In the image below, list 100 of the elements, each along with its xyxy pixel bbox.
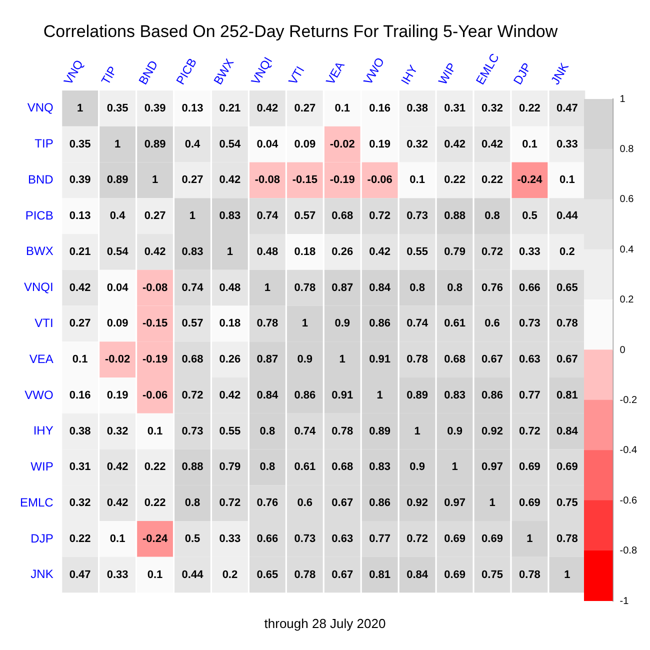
- data-label: 0.33: [219, 533, 241, 546]
- data-label: 0.89: [369, 425, 391, 438]
- data-label: 1: [414, 425, 420, 438]
- data-label: 0.44: [182, 568, 204, 581]
- data-label: 0.83: [369, 461, 391, 474]
- data-label: 0.31: [69, 461, 91, 474]
- data-label: 0.8: [260, 461, 276, 474]
- data-label: 0.39: [144, 102, 166, 114]
- data-label: 0.81: [556, 389, 578, 402]
- data-label: -0.19: [330, 174, 355, 186]
- data-label: 0.19: [106, 389, 128, 402]
- data-label: 0.78: [556, 318, 578, 330]
- data-label: 1: [302, 318, 308, 330]
- data-label: 0.89: [406, 389, 428, 402]
- data-label: -0.19: [142, 354, 168, 366]
- data-label: 0.55: [219, 425, 241, 438]
- data-label: 0.32: [482, 102, 503, 114]
- data-label: 0.27: [144, 210, 166, 222]
- data-label: 0.84: [556, 425, 579, 438]
- data-label: 0.13: [69, 210, 91, 222]
- data-label: 0.6: [297, 497, 313, 510]
- data-label: 0.42: [444, 138, 466, 150]
- x-tick-label: IHY: [398, 62, 420, 88]
- data-label: 0.73: [406, 210, 428, 222]
- y-tick-label: PICB: [25, 208, 54, 222]
- data-label: 0.09: [106, 318, 128, 330]
- data-label: 0.8: [484, 210, 500, 222]
- color-bar-label: 1: [620, 94, 626, 105]
- data-label: 0.22: [482, 174, 503, 186]
- data-label: 0.57: [294, 210, 316, 222]
- data-label: 0.86: [294, 389, 316, 402]
- data-label: 0.16: [369, 102, 391, 114]
- data-label: 1: [489, 497, 496, 510]
- data-label: 0.42: [144, 246, 166, 258]
- data-label: 0.6: [484, 318, 500, 330]
- y-tick-label: DJP: [30, 531, 54, 546]
- data-label: 0.83: [182, 246, 204, 258]
- data-label: 0.73: [519, 318, 540, 330]
- data-label: 0.33: [556, 138, 578, 150]
- data-label: -0.08: [142, 282, 168, 294]
- data-label: 0.27: [182, 174, 204, 186]
- color-bar-label: 0.6: [620, 194, 634, 206]
- data-label: 0.78: [294, 568, 316, 581]
- data-label: 0.54: [106, 246, 130, 258]
- y-tick-label: EMLC: [20, 495, 54, 510]
- color-bar-label: -0.8: [620, 546, 638, 557]
- data-label: 0.81: [369, 568, 391, 581]
- data-label: 0.35: [69, 138, 91, 150]
- data-label: 0.42: [106, 461, 128, 474]
- data-label: 0.75: [556, 497, 578, 510]
- data-label: 0.72: [369, 210, 391, 222]
- data-label: 1: [339, 354, 346, 366]
- y-tick-label: VEA: [29, 352, 54, 366]
- data-label: 0.79: [444, 246, 466, 258]
- data-label: -0.15: [142, 318, 168, 330]
- data-label: -0.02: [105, 354, 130, 366]
- data-label: 0.8: [447, 282, 462, 294]
- data-label: -0.08: [254, 174, 280, 186]
- data-label: 0.8: [260, 425, 276, 438]
- y-tick-label: JNK: [30, 567, 54, 582]
- data-label: 0.42: [69, 282, 91, 294]
- data-label: 0.8: [410, 282, 425, 294]
- data-label: 0.1: [147, 568, 163, 581]
- data-label: 0.2: [222, 568, 238, 581]
- data-label: 0.27: [69, 318, 91, 330]
- data-label: 1: [77, 102, 84, 114]
- data-label: 0.38: [69, 425, 91, 438]
- data-label: 0.31: [444, 102, 466, 114]
- data-label: 0.78: [294, 282, 316, 294]
- y-tick-label: BWX: [26, 244, 54, 258]
- data-label: 0.91: [369, 354, 391, 366]
- data-label: -0.02: [330, 138, 355, 150]
- data-label: 0.87: [256, 354, 278, 366]
- data-label: 0.75: [482, 568, 503, 581]
- data-label: 0.72: [219, 497, 241, 510]
- data-label: 0.87: [332, 282, 354, 294]
- data-label: 0.1: [110, 533, 126, 546]
- data-label: 0.72: [406, 533, 428, 546]
- data-label: 0.63: [519, 354, 540, 366]
- data-label: 0.22: [69, 533, 91, 546]
- data-label: 0.61: [444, 318, 466, 330]
- y-tick-label: TIP: [34, 136, 54, 151]
- data-label: 0.67: [556, 354, 578, 366]
- data-label: 0.9: [447, 425, 462, 438]
- data-label: 0.68: [332, 461, 354, 474]
- color-bar-label: -0.2: [620, 394, 638, 406]
- data-label: -0.15: [292, 174, 318, 186]
- data-label: 0.97: [482, 461, 503, 474]
- data-label: 0.4: [110, 210, 126, 222]
- data-label: 0.35: [106, 102, 128, 114]
- data-label: -0.06: [142, 389, 168, 402]
- data-label: 0.65: [556, 282, 578, 294]
- data-label: 0.47: [556, 102, 578, 114]
- data-label: 0.77: [369, 533, 391, 546]
- data-label: 0.86: [482, 389, 503, 402]
- x-tick-label: VTI: [286, 64, 308, 88]
- data-label: 1: [564, 568, 570, 581]
- data-label: 0.32: [406, 138, 428, 150]
- data-label: 1: [189, 210, 196, 222]
- data-label: 0.86: [369, 318, 391, 330]
